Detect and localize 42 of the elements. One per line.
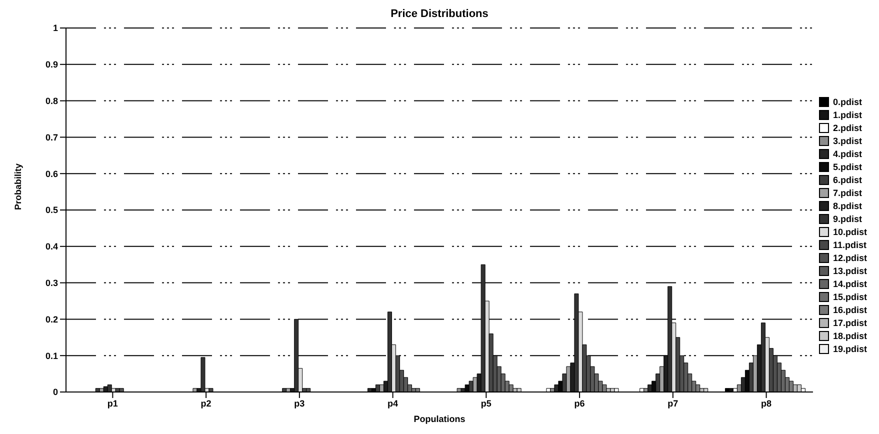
legend-label: 7.pdist (832, 188, 862, 198)
legend-label: 5.pdist (832, 162, 862, 172)
legend-label: 6.pdist (832, 174, 862, 184)
y-tick-label: 0.5 (45, 205, 58, 216)
legend-label: 2.pdist (832, 122, 862, 132)
legend-label: 18.pdist (832, 330, 867, 340)
y-tick-label: 0.1 (45, 350, 58, 361)
y-tick-label: 0 (52, 387, 58, 398)
legend-label: 10.pdist (832, 226, 867, 236)
y-tick-label: 0.8 (45, 96, 58, 106)
legend-label: 9.pdist (832, 214, 862, 224)
x-tick-label: p7 (668, 398, 678, 408)
x-tick-label: p1 (107, 398, 118, 408)
chart-title: Price Distributions (390, 8, 490, 22)
legend-label: 8.pdist (832, 200, 862, 210)
legend-label: 13.pdist (832, 266, 867, 276)
legend-label: 19.pdist (832, 344, 867, 354)
legend-label: 15.pdist (832, 292, 867, 302)
x-tick-label: p4 (388, 398, 398, 408)
y-tick-label: 0.2 (45, 314, 58, 324)
y-axis-title: Probability (13, 163, 24, 210)
legend-label: 0.pdist (832, 96, 862, 106)
legend-label: 11.pdist (832, 240, 866, 250)
x-tick-label: p8 (761, 398, 772, 408)
y-tick-label: 0.6 (45, 168, 58, 179)
y-tick-label: 0.7 (45, 132, 58, 142)
x-tick-label: p3 (294, 398, 305, 408)
y-tick-label: 1 (52, 23, 58, 34)
legend-label: 4.pdist (832, 148, 862, 158)
x-axis-title: Populations (414, 414, 466, 424)
legend-label: 16.pdist (832, 304, 867, 314)
legend-label: 14.pdist (832, 278, 867, 288)
x-tick-label: p6 (574, 398, 585, 408)
legend-label: 1.pdist (832, 110, 862, 120)
y-tick-label: 0.3 (45, 278, 58, 288)
legend-label: 12.pdist (832, 252, 867, 262)
legend-label: 3.pdist (832, 136, 862, 146)
legend-label: 17.pdist (832, 318, 867, 328)
x-tick-label: p5 (480, 398, 492, 408)
x-tick-label: p2 (200, 398, 212, 408)
y-tick-label: 0.4 (45, 242, 58, 252)
y-tick-label: 0.9 (45, 60, 58, 70)
